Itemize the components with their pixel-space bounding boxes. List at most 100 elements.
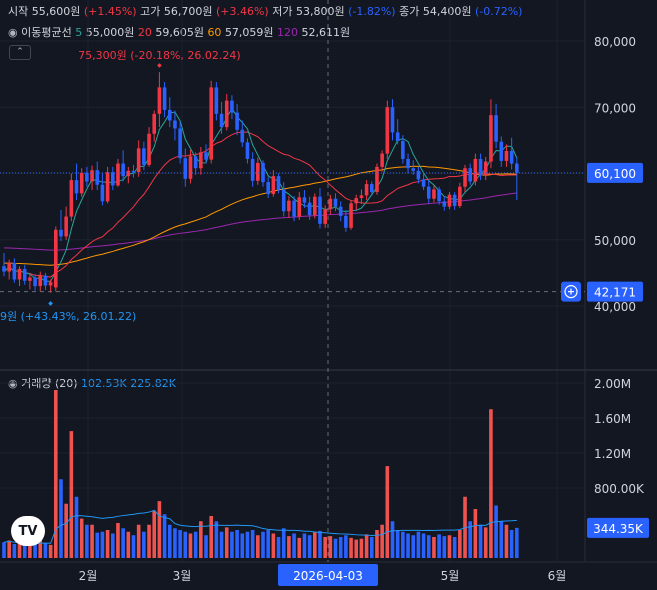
candle-body	[204, 152, 208, 160]
volume-bar	[338, 537, 343, 558]
candle-body	[17, 268, 22, 280]
volume-bar	[426, 535, 431, 558]
collapse-legend-button[interactable]: ⌃	[9, 45, 31, 60]
volume-bar	[131, 535, 136, 558]
volume-bar	[12, 544, 17, 558]
candle-body	[235, 112, 239, 130]
add-alert-button[interactable]	[561, 281, 581, 302]
candle-body	[43, 275, 48, 286]
volume-bar	[147, 524, 151, 558]
low-marker-dot: ◆	[48, 300, 53, 307]
low-value: 53,800원	[295, 5, 345, 18]
ohlc-legend: 시작 55,600원 (+1.45%) 고가 56,700원 (+3.46%) …	[8, 5, 522, 19]
high-marker-dot: ◆	[157, 62, 162, 69]
volume-bar	[193, 531, 198, 558]
close-change: (-0.72%)	[474, 5, 523, 18]
candle-body	[313, 196, 317, 216]
close-label: 종가	[399, 5, 420, 18]
volume-bar	[240, 533, 245, 558]
candle-body	[432, 189, 436, 199]
time-tick-label: 2월	[79, 569, 98, 583]
candle-body	[245, 142, 250, 159]
candle-body	[328, 198, 333, 210]
tradingview-logo[interactable]: TV	[11, 516, 45, 546]
volume-bar	[390, 521, 395, 558]
volume-bar	[43, 543, 48, 558]
volume-bar	[90, 524, 94, 558]
candle-body	[64, 216, 68, 237]
volume-bar	[406, 533, 410, 558]
volume-ma-line	[3, 509, 517, 545]
candle-body	[74, 180, 79, 194]
volume-bar	[224, 527, 229, 558]
volume-bar	[136, 524, 141, 558]
volume-bar	[499, 521, 504, 558]
volume-tick-label: 1.20M	[594, 447, 631, 461]
candle-body	[344, 215, 348, 228]
volume-bar	[33, 544, 37, 558]
volume-bar	[442, 536, 447, 558]
open-label: 시작	[8, 5, 29, 18]
candle-body	[302, 197, 307, 203]
visibility-eye-icon[interactable]: ◉	[8, 26, 18, 39]
candle-body	[224, 100, 229, 128]
volume-bar	[385, 466, 390, 558]
volume-bar	[344, 535, 348, 558]
candle-body	[287, 200, 291, 212]
candle-body	[209, 87, 213, 160]
candle-body	[499, 141, 504, 161]
ma-5-period: 5	[75, 26, 83, 39]
volume-bar	[452, 537, 457, 558]
candle-body	[110, 172, 115, 186]
price-tick-label: 70,000	[594, 101, 636, 115]
add-alert-bg	[561, 281, 581, 302]
candle-body	[406, 158, 410, 169]
volume-legend-value-1: 102.53K	[81, 377, 127, 390]
ma-20-value: 59,605원	[155, 26, 204, 39]
volume-bar	[28, 545, 32, 558]
price-tick-label: 50,000	[594, 234, 636, 248]
volume-bar	[281, 528, 286, 558]
candle-body	[359, 195, 364, 199]
candle-body	[276, 176, 281, 190]
candle-body	[364, 184, 369, 196]
candle-body	[147, 133, 151, 165]
crosshair-price-tag	[587, 281, 643, 302]
volume-bar	[105, 530, 110, 558]
candle-body	[95, 170, 100, 185]
volume-bar	[297, 537, 302, 558]
volume-bar	[142, 531, 146, 558]
volume-bar	[85, 524, 89, 558]
candle-body	[59, 229, 63, 237]
volume-bar	[359, 538, 364, 558]
volume-bar	[95, 532, 100, 558]
visibility-eye-icon[interactable]: ◉	[8, 377, 18, 390]
volume-bar	[411, 535, 416, 558]
candle-body	[380, 153, 384, 167]
candle-body	[468, 168, 472, 182]
chevron-up-icon: ⌃	[16, 47, 24, 57]
volume-bar	[307, 535, 312, 558]
volume-bar	[230, 531, 234, 558]
volume-bar	[266, 530, 270, 558]
candle-body	[100, 184, 105, 202]
volume-bar	[375, 530, 379, 558]
candle-body	[338, 206, 343, 216]
high-marker-label: 75,300원 (-20.18%, 26.02.24)	[78, 49, 241, 62]
candle-body	[116, 163, 120, 186]
plus-circle-icon	[564, 285, 578, 299]
volume-bar	[173, 528, 177, 558]
candle-body	[142, 148, 146, 165]
candle-body	[214, 87, 219, 114]
candle-body	[261, 162, 265, 183]
volume-bar	[79, 518, 84, 558]
price-tick-label: 80,000	[594, 35, 636, 49]
candle-body	[162, 87, 167, 110]
close-value: 54,400원	[422, 5, 472, 18]
volume-bar	[468, 521, 472, 558]
candle-body	[349, 203, 353, 228]
candle-body	[152, 113, 157, 134]
time-tick-label: 3월	[173, 569, 192, 583]
volume-tick-label: 2.00M	[594, 377, 631, 391]
